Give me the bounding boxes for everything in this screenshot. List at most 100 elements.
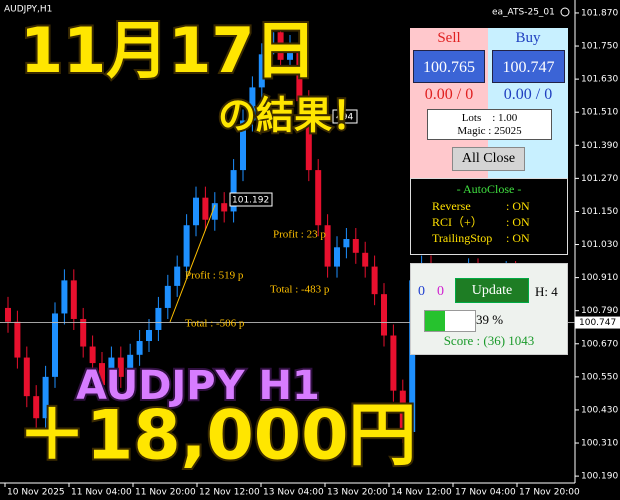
price-tag-bg bbox=[575, 316, 620, 329]
candle-body bbox=[249, 87, 256, 121]
x-tick-label: 13 Nov 20:00 bbox=[327, 488, 388, 498]
candle-body bbox=[362, 252, 369, 267]
candle-body bbox=[334, 247, 340, 267]
buy-position: 0.00 / 0 bbox=[503, 86, 553, 103]
candle-body bbox=[287, 46, 293, 60]
y-tick-label: 101.630 bbox=[581, 75, 618, 85]
candle-body bbox=[240, 120, 246, 171]
candle-body bbox=[409, 280, 416, 432]
progress-track bbox=[424, 310, 476, 332]
y-tick-label: 100.430 bbox=[581, 405, 618, 415]
y-tick-label: 101.510 bbox=[581, 108, 618, 118]
price-tag: 100.747 bbox=[575, 316, 620, 329]
all-close-button[interactable]: All Close bbox=[452, 147, 525, 171]
autoclose-row: Reverse: ON bbox=[432, 198, 562, 214]
candle-body bbox=[296, 46, 303, 102]
candle-body bbox=[371, 266, 378, 295]
candle-body bbox=[277, 32, 284, 60]
y-tick-label: 101.870 bbox=[581, 8, 618, 18]
candle-body bbox=[230, 170, 237, 212]
candle-body bbox=[381, 294, 387, 336]
candle-body bbox=[221, 203, 228, 212]
trade-annotation: Total : -483 p bbox=[270, 284, 330, 296]
buy-button[interactable]: 100.747 bbox=[492, 50, 565, 83]
trade-annotation: Total : -506 p bbox=[185, 318, 245, 330]
progress-bar bbox=[425, 311, 445, 331]
candle-body bbox=[193, 197, 199, 226]
trade-line bbox=[169, 204, 216, 323]
autoclose-state: : ON bbox=[506, 199, 530, 213]
candle-body bbox=[61, 280, 68, 314]
candle-body bbox=[42, 376, 49, 419]
candle-body bbox=[390, 335, 397, 391]
price-box-label: 101.192 bbox=[232, 196, 269, 206]
x-tick-label: 17 Nov 04:00 bbox=[455, 488, 516, 498]
candle-body bbox=[80, 318, 87, 347]
price-box-label: 494 bbox=[336, 113, 353, 123]
score: Score : (36) 1043 bbox=[443, 333, 535, 348]
y-tick-label: 101.270 bbox=[581, 174, 618, 184]
y-tick-label: 100.670 bbox=[581, 339, 618, 349]
annotations: Profit : 519 p Total : -506 p Profit : 23 … bbox=[169, 109, 358, 330]
y-tick-label: 101.750 bbox=[581, 42, 618, 52]
y-tick-label: 100.310 bbox=[581, 439, 618, 449]
candle-body bbox=[33, 396, 40, 419]
price-tag-label: 100.747 bbox=[579, 318, 616, 328]
candle-body bbox=[155, 307, 162, 330]
update-button[interactable]: Update bbox=[455, 278, 529, 303]
price-box bbox=[229, 192, 273, 207]
candle-body bbox=[202, 197, 209, 220]
sell-position: 0.00 / 0 bbox=[424, 86, 474, 103]
x-tick-label: 10 Nov 2025 bbox=[7, 488, 65, 498]
axis-panel bbox=[575, 0, 620, 500]
candle-body bbox=[352, 239, 359, 253]
y-tick-label: 100.790 bbox=[581, 306, 618, 316]
y-tick-label: 101.030 bbox=[581, 240, 618, 250]
y-tick-label: 100.190 bbox=[581, 472, 618, 482]
autoclose-option: TrailingStop bbox=[432, 231, 493, 245]
y-tick-label: 100.550 bbox=[581, 372, 618, 382]
y-tick-label: 101.150 bbox=[581, 207, 618, 217]
candle-body bbox=[211, 203, 218, 220]
candle-body bbox=[14, 321, 21, 358]
candle-body bbox=[268, 32, 275, 55]
chart-symbol: AUDJPY,H1 bbox=[4, 5, 52, 15]
hours: H: 4 bbox=[535, 284, 558, 299]
candle-body bbox=[136, 341, 143, 355]
autoclose-row: RCI（+） : ON bbox=[432, 214, 562, 230]
x-tick-label: 11 Nov 20:00 bbox=[135, 488, 196, 498]
magic: Magic : 25025 bbox=[457, 125, 522, 137]
candle-body bbox=[70, 280, 77, 319]
autoclose-row: TrailingStop : ON bbox=[432, 230, 562, 246]
sell-button[interactable]: 100.765 bbox=[413, 50, 485, 83]
autoclose-panel bbox=[410, 178, 568, 255]
candle-body bbox=[89, 346, 96, 364]
progress-label: 39 % bbox=[476, 312, 504, 327]
candle-body bbox=[305, 101, 312, 171]
count-a: 0 bbox=[418, 284, 425, 299]
x-tick-label: 11 Nov 04:00 bbox=[71, 488, 132, 498]
y-tick-label: 101.390 bbox=[581, 141, 618, 151]
x-tick-label: 13 Nov 04:00 bbox=[263, 488, 324, 498]
x-tick-label: 12 Nov 12:00 bbox=[199, 488, 260, 498]
autoclose-state: : ON bbox=[506, 231, 530, 245]
candle-body bbox=[5, 307, 11, 322]
candle-body bbox=[108, 357, 115, 386]
candle-body bbox=[343, 239, 350, 248]
candle-body bbox=[258, 54, 265, 88]
autoclose-option: RCI（+） bbox=[432, 215, 483, 229]
candle-body bbox=[315, 170, 322, 226]
candle-body bbox=[52, 313, 58, 377]
candle-body bbox=[23, 357, 30, 397]
autoclose-state: : ON bbox=[506, 215, 530, 229]
candle-body bbox=[127, 354, 134, 377]
candle-body bbox=[146, 329, 152, 342]
candle-body bbox=[174, 266, 181, 286]
lots: Lots : 1.00 bbox=[461, 112, 518, 124]
price-box bbox=[332, 109, 358, 124]
x-tick-label: 14 Nov 12:00 bbox=[391, 488, 452, 498]
candle-body bbox=[399, 390, 406, 432]
candle-body bbox=[164, 285, 171, 308]
